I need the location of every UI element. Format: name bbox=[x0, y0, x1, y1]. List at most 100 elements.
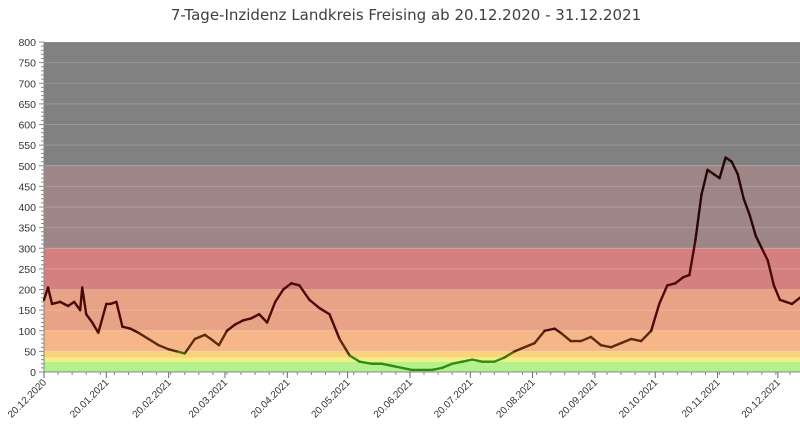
data-point bbox=[91, 321, 94, 324]
data-point bbox=[115, 300, 118, 303]
band-0-25 bbox=[44, 361, 800, 372]
data-point bbox=[579, 339, 582, 343]
data-point bbox=[390, 364, 393, 367]
series-segment bbox=[513, 346, 526, 353]
data-point bbox=[129, 327, 132, 330]
data-point bbox=[674, 282, 677, 285]
series-segment bbox=[115, 300, 124, 328]
data-point bbox=[441, 366, 444, 369]
data-point bbox=[167, 348, 170, 351]
series-segment bbox=[390, 364, 404, 370]
series-segment bbox=[97, 302, 108, 335]
series-segment bbox=[790, 296, 800, 306]
series-segment bbox=[430, 366, 444, 372]
series-segment bbox=[629, 337, 643, 343]
data-point bbox=[553, 327, 556, 330]
series-segment bbox=[167, 348, 178, 353]
data-point bbox=[338, 337, 341, 341]
series-segment bbox=[523, 341, 536, 349]
series-segment bbox=[338, 337, 351, 357]
data-point bbox=[380, 362, 383, 365]
series-segment bbox=[599, 343, 613, 349]
series-segment bbox=[209, 337, 221, 347]
series-segment bbox=[730, 160, 739, 176]
data-point bbox=[400, 366, 403, 369]
data-point bbox=[784, 300, 788, 303]
data-point bbox=[67, 304, 70, 308]
data-point bbox=[233, 323, 237, 326]
data-point bbox=[718, 177, 721, 180]
data-point bbox=[736, 172, 739, 176]
series-segment bbox=[298, 284, 311, 302]
data-point bbox=[225, 329, 229, 332]
series-segment bbox=[46, 286, 54, 306]
series-segment bbox=[579, 335, 593, 343]
series-segment bbox=[674, 275, 685, 285]
band-500-800 bbox=[44, 42, 800, 166]
data-point bbox=[217, 344, 221, 347]
series-segment bbox=[121, 325, 132, 330]
series-segment bbox=[50, 300, 62, 306]
data-point bbox=[609, 346, 613, 349]
y-tick-label: 550 bbox=[18, 140, 36, 152]
data-point bbox=[706, 168, 709, 171]
data-point bbox=[471, 358, 474, 361]
chart-title: 7-Tage-Inzidenz Landkreis Freising ab 20… bbox=[171, 6, 641, 24]
incidence-series bbox=[42, 156, 800, 372]
data-point bbox=[742, 197, 745, 200]
x-tick-label: 20.10.2021 bbox=[617, 377, 660, 420]
series-segment bbox=[358, 360, 373, 365]
data-point bbox=[640, 339, 643, 343]
x-tick-label: 20.02.2021 bbox=[131, 377, 174, 420]
data-point bbox=[348, 354, 351, 357]
data-point bbox=[513, 350, 516, 353]
data-point bbox=[147, 337, 150, 341]
series-segment bbox=[553, 327, 562, 335]
series-segment bbox=[225, 323, 237, 332]
series-segment bbox=[754, 234, 763, 250]
series-segment bbox=[348, 354, 361, 363]
series-segment bbox=[282, 282, 293, 291]
y-tick-label: 350 bbox=[18, 223, 36, 235]
data-point bbox=[183, 352, 186, 355]
y-tick-label: 150 bbox=[18, 305, 36, 317]
x-tick-label: 20.11.2021 bbox=[680, 377, 723, 420]
y-tick-label: 500 bbox=[18, 161, 36, 173]
data-point bbox=[503, 356, 506, 359]
data-point bbox=[50, 302, 54, 306]
y-tick-label: 600 bbox=[18, 120, 36, 132]
data-point bbox=[666, 284, 669, 287]
data-point bbox=[599, 344, 603, 347]
band-50-100 bbox=[44, 330, 800, 352]
data-point bbox=[73, 300, 76, 303]
series-segment bbox=[265, 300, 277, 324]
data-point bbox=[748, 214, 751, 217]
data-point bbox=[766, 259, 769, 262]
data-point bbox=[493, 360, 496, 363]
series-segment bbox=[257, 313, 269, 324]
data-point bbox=[290, 282, 293, 285]
y-tick-label: 50 bbox=[24, 346, 36, 358]
data-point bbox=[559, 331, 562, 334]
data-point bbox=[209, 337, 212, 341]
series-segment bbox=[249, 313, 261, 320]
series-segment bbox=[217, 329, 229, 347]
band-25-35 bbox=[44, 357, 800, 362]
series-segment bbox=[241, 317, 253, 322]
y-tick-label: 650 bbox=[18, 99, 36, 111]
series-segment bbox=[609, 341, 623, 349]
data-point bbox=[81, 286, 84, 289]
series-segment bbox=[328, 313, 341, 341]
data-point bbox=[481, 360, 484, 363]
series-segment bbox=[274, 288, 285, 304]
x-axis: 20.12.2020 20.01.2021 20.02.2021 20.03.2021… bbox=[6, 371, 800, 421]
series-segment bbox=[748, 214, 757, 238]
x-tick-label: 20.12.2020 bbox=[6, 377, 49, 420]
series-segment bbox=[766, 259, 776, 287]
data-point bbox=[121, 325, 124, 328]
band-300-500 bbox=[44, 165, 800, 249]
x-tick-label: 20.01.2021 bbox=[68, 377, 111, 420]
series-segment bbox=[658, 284, 669, 306]
data-point bbox=[451, 362, 454, 365]
y-tick-label: 250 bbox=[18, 264, 36, 276]
